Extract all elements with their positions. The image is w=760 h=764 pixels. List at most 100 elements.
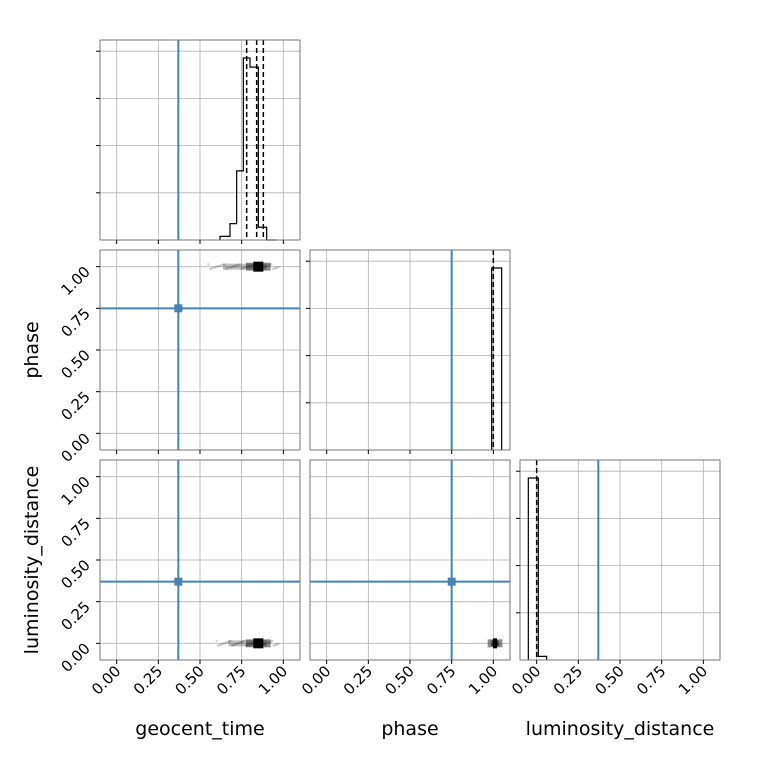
sample-point (243, 639, 246, 643)
density-contour-outer (222, 263, 267, 270)
sample-point (222, 263, 226, 266)
density-peak (253, 261, 264, 272)
sample-point (229, 639, 232, 643)
tick-label-x: 0.25 (130, 662, 166, 698)
sample-point (229, 266, 233, 269)
sample-point (274, 643, 277, 647)
sample-point (264, 642, 268, 645)
truth-marker (174, 304, 183, 313)
sample-point (241, 640, 245, 643)
sample-point (263, 642, 266, 646)
sample-point (275, 266, 278, 270)
sample-point (490, 639, 493, 643)
tick-label-x: 0.50 (381, 662, 417, 698)
xlabel-luminosity-distance: luminosity_distance (526, 718, 715, 740)
tick-label-x: 0.00 (88, 662, 124, 698)
sample-point (217, 644, 220, 647)
sample-point (236, 263, 240, 267)
sample-point (490, 643, 494, 646)
sample-point (244, 644, 248, 647)
ylabel-luminosity-distance: luminosity_distance (21, 466, 43, 655)
sample-point (228, 266, 231, 270)
sample-point (496, 643, 500, 646)
sample-point (250, 264, 254, 267)
tick-label-y: 0.50 (57, 556, 93, 592)
tick-label-x: 0.75 (423, 662, 459, 698)
tick-label-x: 0.00 (298, 662, 334, 698)
sample-point (221, 642, 225, 646)
sample-point (231, 265, 235, 268)
tick-label-x: 1.00 (255, 662, 291, 698)
sample-point (247, 643, 251, 646)
tick-label-x: 0.75 (213, 662, 249, 698)
histogram-phase (491, 267, 503, 450)
tick-label-x: 0.25 (340, 662, 376, 698)
tick-label-y: 0.50 (57, 346, 93, 382)
sample-point (264, 264, 268, 268)
tick-label-y: 0.25 (57, 598, 93, 634)
sample-point (235, 264, 238, 267)
sample-point (240, 640, 243, 644)
sample-point (496, 643, 500, 647)
sample-point (277, 266, 280, 269)
sample-point (275, 643, 278, 646)
tick-label-x: 0.50 (171, 662, 207, 698)
sample-point (245, 266, 249, 269)
sample-point (266, 641, 269, 644)
sample-point (496, 639, 499, 643)
sample-point (238, 641, 241, 644)
sample-point (243, 266, 247, 270)
sample-point (230, 644, 234, 647)
sample-point (217, 264, 221, 268)
sample-point (271, 267, 275, 271)
sample-point (242, 267, 245, 270)
tick-label-y: 0.00 (57, 639, 93, 675)
sample-point (247, 265, 250, 268)
sample-point (246, 643, 249, 647)
sample-point (227, 640, 231, 643)
sample-point (496, 644, 500, 647)
density-peak (493, 638, 497, 649)
sample-point (233, 643, 237, 646)
sample-point (250, 642, 254, 645)
density-peak (253, 638, 264, 649)
sample-point (233, 264, 236, 268)
sample-point (219, 264, 222, 267)
sample-point (207, 263, 210, 266)
sample-point (218, 643, 221, 647)
tick-label-y: 0.25 (57, 388, 93, 424)
sample-point (272, 644, 275, 647)
histogram-luminosity_distance (527, 477, 548, 660)
sample-point (273, 267, 277, 270)
sample-point (249, 264, 252, 268)
tick-label-y: 1.00 (57, 263, 93, 299)
sample-point (214, 266, 217, 269)
sample-point (220, 643, 223, 646)
tick-label-x: 0.00 (508, 662, 544, 698)
tick-label-x: 0.25 (550, 662, 586, 698)
sample-point (215, 639, 218, 643)
sample-point (221, 263, 224, 267)
sample-point (491, 642, 494, 646)
sample-point (224, 641, 228, 644)
sample-point (263, 265, 266, 268)
sample-point (212, 266, 215, 270)
tick-label-x: 1.00 (465, 662, 501, 698)
tick-label-y: 0.00 (57, 429, 93, 465)
sample-point (210, 267, 214, 270)
sample-point (277, 642, 280, 646)
sample-point (208, 267, 212, 271)
sample-point (268, 263, 271, 267)
sample-point (270, 639, 274, 643)
sample-point (270, 263, 273, 266)
truth-marker (447, 577, 456, 586)
sample-point (223, 642, 226, 645)
sample-point (497, 642, 500, 646)
sample-point (226, 640, 229, 644)
density-contour-outer (228, 640, 267, 647)
sample-point (237, 642, 240, 645)
sample-point (224, 267, 228, 271)
sample-point (232, 643, 235, 647)
sample-point (267, 640, 271, 644)
